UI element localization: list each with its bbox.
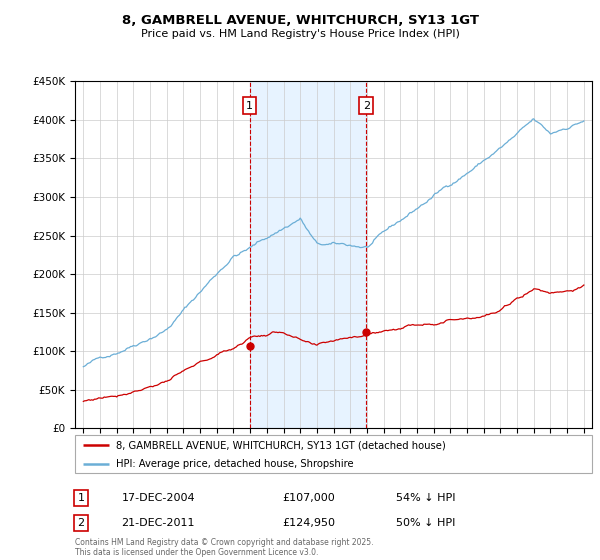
Text: 50% ↓ HPI: 50% ↓ HPI [395,518,455,528]
Text: Contains HM Land Registry data © Crown copyright and database right 2025.
This d: Contains HM Land Registry data © Crown c… [75,538,373,557]
Text: 8, GAMBRELL AVENUE, WHITCHURCH, SY13 1GT (detached house): 8, GAMBRELL AVENUE, WHITCHURCH, SY13 1GT… [116,440,446,450]
Text: 2: 2 [77,518,85,528]
Text: 2: 2 [363,100,370,110]
Text: 54% ↓ HPI: 54% ↓ HPI [395,493,455,503]
Text: 1: 1 [246,100,253,110]
Text: 17-DEC-2004: 17-DEC-2004 [122,493,195,503]
Text: HPI: Average price, detached house, Shropshire: HPI: Average price, detached house, Shro… [116,459,354,469]
Text: £107,000: £107,000 [282,493,335,503]
Bar [250,81,367,428]
Text: £124,950: £124,950 [282,518,335,528]
Text: Price paid vs. HM Land Registry's House Price Index (HPI): Price paid vs. HM Land Registry's House … [140,29,460,39]
Text: 8, GAMBRELL AVENUE, WHITCHURCH, SY13 1GT: 8, GAMBRELL AVENUE, WHITCHURCH, SY13 1GT [121,14,479,27]
Text: 21-DEC-2011: 21-DEC-2011 [122,518,195,528]
FancyBboxPatch shape [75,435,592,473]
Text: 1: 1 [77,493,85,503]
